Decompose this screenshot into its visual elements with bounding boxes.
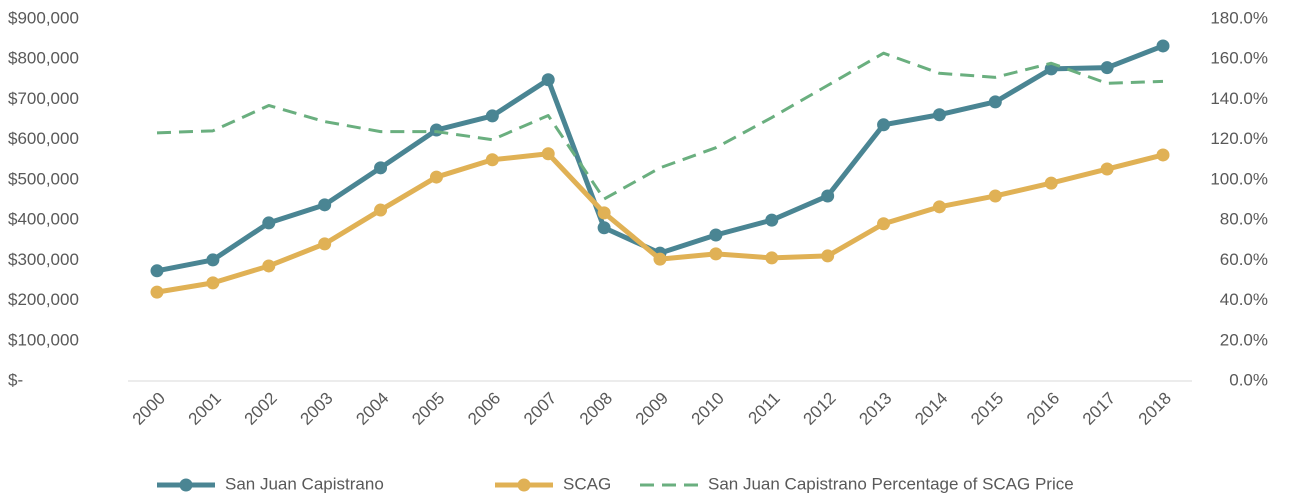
point-marker [932, 200, 946, 214]
y2-tick-label: 120.0% [1210, 129, 1268, 148]
legend-item: SCAG [495, 474, 611, 493]
point-marker [821, 249, 835, 263]
point-marker [206, 276, 220, 290]
point-marker [877, 217, 891, 231]
legend-item: San Juan Capistrano [157, 474, 384, 493]
y-tick-label: $100,000 [8, 330, 79, 349]
point-marker [1156, 148, 1170, 162]
point-marker [877, 118, 891, 132]
point-marker [429, 123, 443, 137]
point-marker [150, 264, 164, 278]
x-tick-label: 2018 [1135, 389, 1175, 429]
y2-tick-label: 80.0% [1220, 210, 1268, 229]
legend-marker [179, 478, 193, 492]
y2-tick-label: 140.0% [1210, 89, 1268, 108]
y-tick-label: $700,000 [8, 89, 79, 108]
x-tick-label: 2001 [185, 389, 225, 429]
legend-label: San Juan Capistrano Percentage of SCAG P… [708, 474, 1074, 493]
x-tick-label: 2014 [911, 389, 951, 429]
series-line [156, 51, 1164, 201]
point-marker [765, 251, 779, 265]
point-marker [765, 213, 779, 227]
series-line [156, 151, 1164, 295]
x-tick-label: 2007 [520, 389, 560, 429]
point-marker [988, 189, 1002, 203]
x-tick-label: 2005 [408, 389, 448, 429]
y-tick-label: $500,000 [8, 169, 79, 188]
x-tick-label: 2013 [855, 389, 895, 429]
point-marker [597, 206, 611, 220]
point-marker [429, 170, 443, 184]
x-tick-label: 2015 [967, 389, 1007, 429]
point-marker [374, 203, 388, 217]
y2-tick-label: 180.0% [1210, 8, 1268, 27]
x-tick-label: 2003 [296, 389, 336, 429]
x-tick-label: 2000 [129, 389, 169, 429]
point-marker [150, 285, 164, 299]
point-marker [988, 95, 1002, 109]
point-marker [709, 247, 723, 261]
point-marker [485, 109, 499, 123]
y2-tick-label: 160.0% [1210, 49, 1268, 68]
legend-label: SCAG [563, 474, 611, 493]
point-marker [318, 237, 332, 251]
y-tick-label: $- [8, 370, 23, 389]
x-tick-label: 2002 [241, 389, 281, 429]
point-marker [541, 73, 555, 87]
point-marker [541, 147, 555, 161]
point-marker [206, 253, 220, 267]
point-marker [597, 221, 611, 235]
legend-item: San Juan Capistrano Percentage of SCAG P… [640, 474, 1074, 493]
y-tick-label: $900,000 [8, 8, 79, 27]
legend-marker [517, 478, 531, 492]
point-marker [709, 228, 723, 242]
y-tick-label: $400,000 [8, 210, 79, 229]
point-marker [932, 108, 946, 122]
y-tick-label: $300,000 [8, 250, 79, 269]
point-marker [262, 216, 276, 230]
x-tick-label: 2017 [1079, 389, 1119, 429]
point-marker [485, 153, 499, 167]
point-marker [1044, 176, 1058, 190]
x-tick-label: 2008 [576, 389, 616, 429]
x-tick-label: 2009 [632, 389, 672, 429]
y-tick-label: $800,000 [8, 49, 79, 68]
x-tick-label: 2006 [464, 389, 504, 429]
x-tick-label: 2016 [1023, 389, 1063, 429]
x-tick-label: 2010 [688, 389, 728, 429]
point-marker [653, 252, 667, 266]
series-line [156, 43, 1164, 274]
x-tick-label: 2004 [352, 389, 392, 429]
y-tick-label: $200,000 [8, 290, 79, 309]
point-marker [262, 259, 276, 273]
y-tick-label: $600,000 [8, 129, 79, 148]
point-marker [821, 189, 835, 203]
x-tick-label: 2012 [799, 389, 839, 429]
y2-tick-label: 100.0% [1210, 169, 1268, 188]
point-marker [1156, 39, 1170, 53]
y2-tick-label: 0.0% [1229, 370, 1268, 389]
point-marker [1100, 61, 1114, 75]
y2-tick-label: 40.0% [1220, 290, 1268, 309]
y2-tick-label: 20.0% [1220, 330, 1268, 349]
y2-tick-label: 60.0% [1220, 250, 1268, 269]
legend-label: San Juan Capistrano [225, 474, 384, 493]
point-marker [318, 198, 332, 212]
x-tick-label: 2011 [744, 389, 783, 428]
point-marker [1100, 162, 1114, 176]
point-marker [374, 161, 388, 175]
